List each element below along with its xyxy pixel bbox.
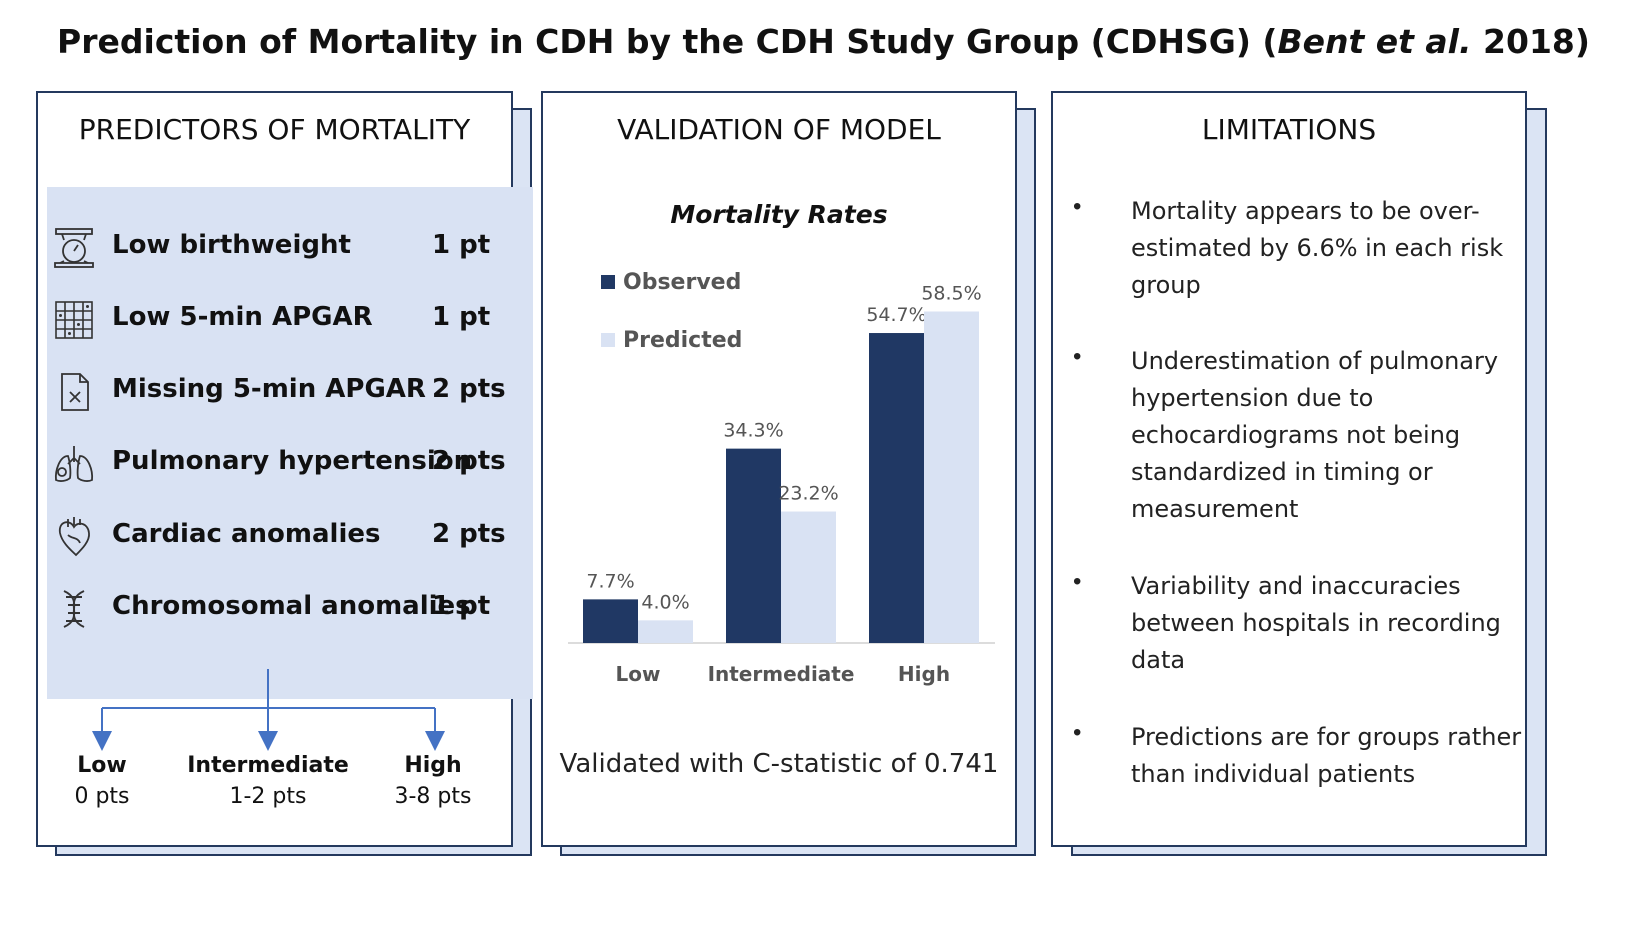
predictor-points: 1 pt [432,230,491,260]
predictor-points: 1 pt [432,591,491,621]
legend-swatch [601,275,615,289]
predictor-points: 1 pt [432,302,491,332]
risk-group-points: 3-8 pts [394,784,472,809]
risk-group-low: Low 0 pts [52,753,152,809]
predictor-row: Pulmonary hypertension 2 pts [47,436,533,492]
legend-swatch [601,333,615,347]
predictor-label: Low birthweight [112,230,351,260]
limitation-text: Underestimation of pulmonary hypertensio… [1131,347,1499,523]
predictors-heading: PREDICTORS OF MORTALITY [78,113,471,146]
predictor-label: Missing 5-min APGAR [112,374,426,404]
bar-observed [869,333,924,643]
validation-heading: VALIDATION OF MODEL [617,113,941,146]
predictor-points: 2 pts [432,519,506,549]
predictor-row: Low 5-min APGAR 1 pt [47,292,533,348]
bullet: • [1073,343,1082,370]
c-statistic-note: Validated with C-statistic of 0.741 [559,749,999,779]
legend-label: Predicted [623,328,742,353]
predictor-row: Missing 5-min APGAR 2 pts [47,364,533,420]
predictor-label: Low 5-min APGAR [112,302,373,332]
limitation-text: Predictions are for groups rather than i… [1131,723,1522,788]
page-title: Prediction of Mortality in CDH by the CD… [57,22,1590,61]
limitations-panel: LIMITATIONS • Mortality appears to be ov… [1051,91,1527,847]
category-label: High [898,662,950,686]
limitations-heading: LIMITATIONS [1201,113,1377,146]
risk-group-name: High [404,753,462,778]
data-label: 34.3% [723,420,783,442]
legend-label: Observed [623,270,741,295]
bar-observed [726,448,781,643]
category-label: Low [616,662,661,686]
data-label: 58.5% [921,283,981,305]
limitation-text: Variability and inaccuracies between hos… [1131,572,1501,674]
data-label: 7.7% [586,570,634,592]
predictors-list: Low birthweight 1 pt Low 5-min APGAR 1 p… [47,187,533,699]
dna-icon [63,590,85,628]
lungs-icon [55,446,93,482]
risk-group-name: Intermediate [187,753,349,778]
predictor-points: 2 pts [432,446,506,476]
predictor-label: Pulmonary hypertension [112,446,473,476]
validation-panel: VALIDATION OF MODEL Mortality Rates Obser… [541,91,1017,847]
data-label: 4.0% [641,591,689,613]
risk-group-intermediate: Intermediate 1-2 pts [178,753,358,809]
bullet: • [1073,719,1082,746]
bar-predicted [781,511,836,643]
bar-observed [583,599,638,643]
risk-group-high: High 3-8 pts [373,753,493,809]
bullet: • [1073,193,1082,220]
predictor-label: Chromosomal anomalies [112,591,471,621]
predictor-points: 2 pts [432,374,506,404]
risk-group-points: 1-2 pts [229,784,307,809]
risk-connector [92,669,445,751]
predictor-label: Cardiac anomalies [112,519,381,549]
predictor-row: Low birthweight 1 pt [47,220,533,276]
missing-file-icon [61,373,89,411]
data-label: 54.7% [866,304,926,326]
scale-icon [54,228,94,268]
predictors-panel: PREDICTORS OF MORTALITY Low birthweight … [36,91,533,847]
heart-icon [58,517,90,557]
risk-group-name: Low [77,753,127,778]
risk-group-points: 0 pts [74,784,130,809]
data-label: 23.2% [778,483,838,505]
bar-predicted [638,620,693,643]
chart-title: Mortality Rates [670,200,887,229]
predictor-row: Cardiac anomalies 2 pts [47,509,533,565]
limitation-text: Mortality appears to be over-estimated b… [1131,197,1504,299]
bar-predicted [924,311,979,643]
bullet: • [1073,568,1082,595]
predictor-row: Chromosomal anomalies 1 pt [47,581,533,637]
category-label: Intermediate [708,662,855,686]
grid-chart-icon [55,301,93,339]
mortality-chart: Mortality Rates Observed Predicted 7.7% 4.0%… [568,200,995,686]
